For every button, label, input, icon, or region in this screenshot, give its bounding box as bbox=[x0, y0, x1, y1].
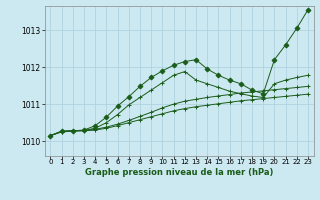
X-axis label: Graphe pression niveau de la mer (hPa): Graphe pression niveau de la mer (hPa) bbox=[85, 168, 273, 177]
